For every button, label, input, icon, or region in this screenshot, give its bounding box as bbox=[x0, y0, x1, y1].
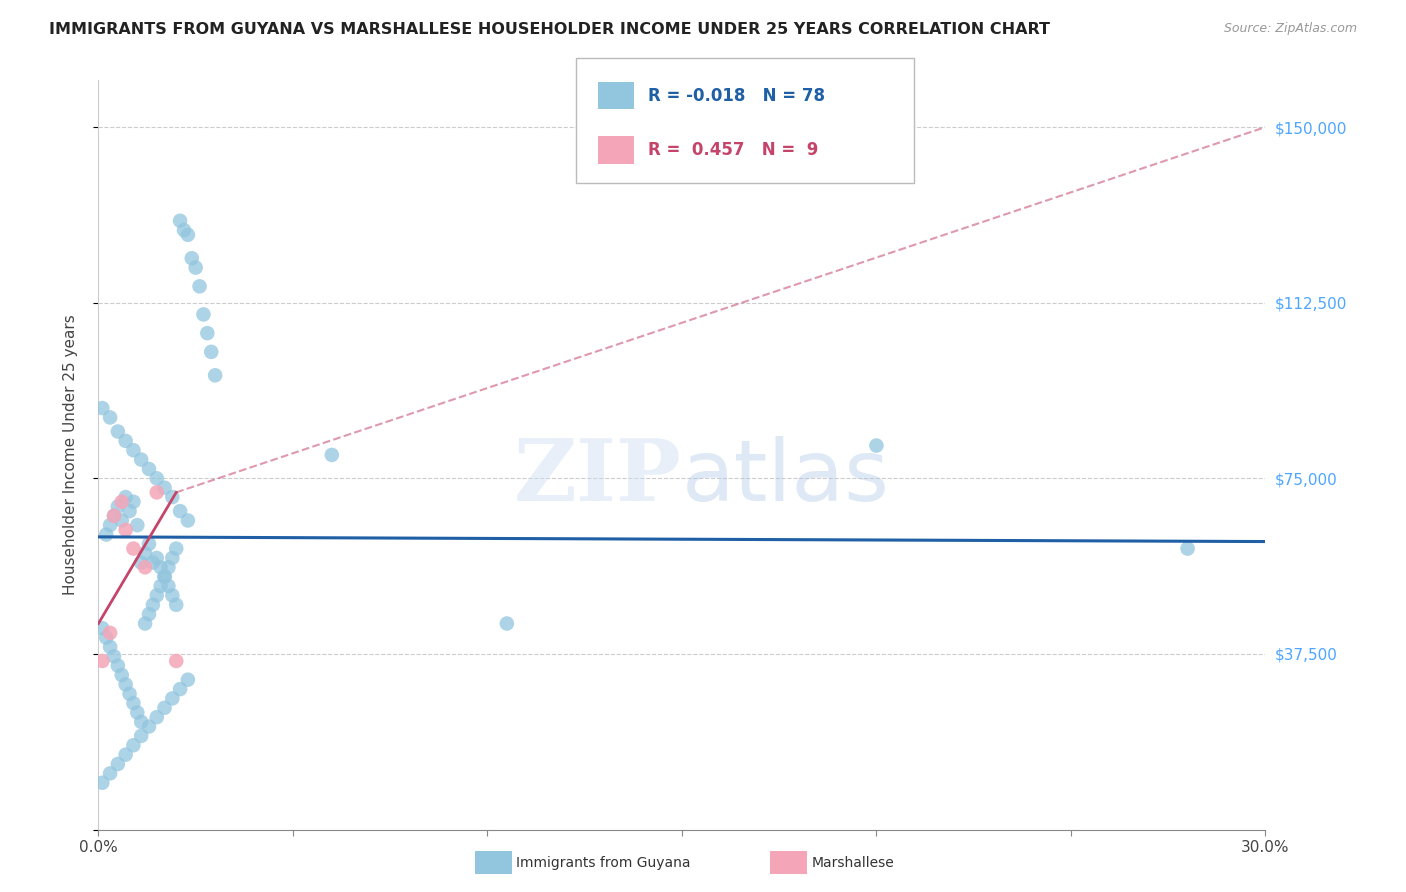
Text: Immigrants from Guyana: Immigrants from Guyana bbox=[516, 855, 690, 870]
Point bbox=[107, 756, 129, 771]
Point bbox=[146, 485, 169, 500]
Point bbox=[129, 556, 152, 570]
Point bbox=[103, 508, 125, 523]
Point bbox=[162, 691, 184, 706]
Point bbox=[111, 514, 134, 528]
Point bbox=[162, 589, 184, 603]
Point bbox=[496, 616, 519, 631]
Point bbox=[146, 551, 169, 566]
Text: R =  0.457   N =  9: R = 0.457 N = 9 bbox=[648, 142, 818, 160]
Point bbox=[153, 701, 176, 715]
Point bbox=[114, 490, 136, 504]
Point bbox=[111, 668, 134, 682]
Point bbox=[188, 279, 211, 293]
Point bbox=[138, 537, 160, 551]
Point bbox=[114, 523, 136, 537]
Point bbox=[177, 514, 200, 528]
Point bbox=[153, 570, 176, 584]
Point bbox=[153, 570, 176, 584]
Point bbox=[127, 706, 149, 720]
Point bbox=[165, 654, 187, 668]
Point bbox=[103, 508, 125, 523]
Point bbox=[118, 504, 141, 518]
Point bbox=[98, 640, 121, 654]
Point bbox=[865, 439, 887, 453]
Text: ZIP: ZIP bbox=[515, 435, 682, 519]
Point bbox=[98, 410, 121, 425]
Point bbox=[134, 616, 156, 631]
Point bbox=[114, 677, 136, 691]
Point bbox=[91, 654, 114, 668]
Point bbox=[103, 649, 125, 664]
Point bbox=[173, 223, 195, 237]
Point bbox=[91, 401, 114, 416]
Point bbox=[184, 260, 207, 275]
Point bbox=[91, 621, 114, 635]
Point bbox=[129, 729, 152, 743]
Point bbox=[204, 368, 226, 383]
Point bbox=[122, 541, 145, 556]
Point bbox=[114, 434, 136, 448]
Point bbox=[107, 658, 129, 673]
Point bbox=[142, 556, 165, 570]
Point bbox=[169, 504, 191, 518]
Point bbox=[142, 598, 165, 612]
Point bbox=[177, 673, 200, 687]
Point bbox=[122, 696, 145, 710]
Point bbox=[122, 494, 145, 508]
Point bbox=[165, 598, 187, 612]
Point bbox=[177, 227, 200, 242]
Point bbox=[146, 589, 169, 603]
Point bbox=[162, 490, 184, 504]
Point bbox=[122, 443, 145, 458]
Point bbox=[138, 719, 160, 733]
Point bbox=[162, 551, 184, 566]
Text: Marshallese: Marshallese bbox=[811, 855, 894, 870]
Text: IMMIGRANTS FROM GUYANA VS MARSHALLESE HOUSEHOLDER INCOME UNDER 25 YEARS CORRELAT: IMMIGRANTS FROM GUYANA VS MARSHALLESE HO… bbox=[49, 22, 1050, 37]
Point bbox=[193, 307, 215, 321]
Point bbox=[157, 579, 180, 593]
Point bbox=[129, 714, 152, 729]
Point bbox=[180, 252, 202, 266]
Point bbox=[114, 747, 136, 762]
Point bbox=[129, 452, 152, 467]
Text: atlas: atlas bbox=[682, 436, 890, 519]
Point bbox=[153, 481, 176, 495]
Point bbox=[146, 471, 169, 485]
Point bbox=[134, 546, 156, 560]
Point bbox=[149, 560, 172, 574]
Point bbox=[96, 631, 118, 645]
Point bbox=[138, 462, 160, 476]
Point bbox=[98, 518, 121, 533]
Text: Source: ZipAtlas.com: Source: ZipAtlas.com bbox=[1223, 22, 1357, 36]
Point bbox=[169, 213, 191, 227]
Point bbox=[321, 448, 343, 462]
Point bbox=[157, 560, 180, 574]
Point bbox=[146, 710, 169, 724]
Point bbox=[195, 326, 218, 340]
Point bbox=[134, 560, 156, 574]
Point bbox=[98, 626, 121, 640]
Point bbox=[127, 518, 149, 533]
Point bbox=[111, 494, 134, 508]
Point bbox=[91, 776, 114, 790]
Text: R = -0.018   N = 78: R = -0.018 N = 78 bbox=[648, 87, 825, 105]
Point bbox=[138, 607, 160, 621]
Point bbox=[200, 344, 222, 359]
Point bbox=[98, 766, 121, 780]
Point bbox=[165, 541, 187, 556]
Point bbox=[96, 527, 118, 541]
Point bbox=[169, 682, 191, 697]
Point bbox=[118, 687, 141, 701]
Point bbox=[122, 739, 145, 753]
Point bbox=[107, 500, 129, 514]
Point bbox=[107, 425, 129, 439]
Y-axis label: Householder Income Under 25 years: Householder Income Under 25 years bbox=[63, 315, 77, 595]
Point bbox=[1177, 541, 1199, 556]
Point bbox=[149, 579, 172, 593]
